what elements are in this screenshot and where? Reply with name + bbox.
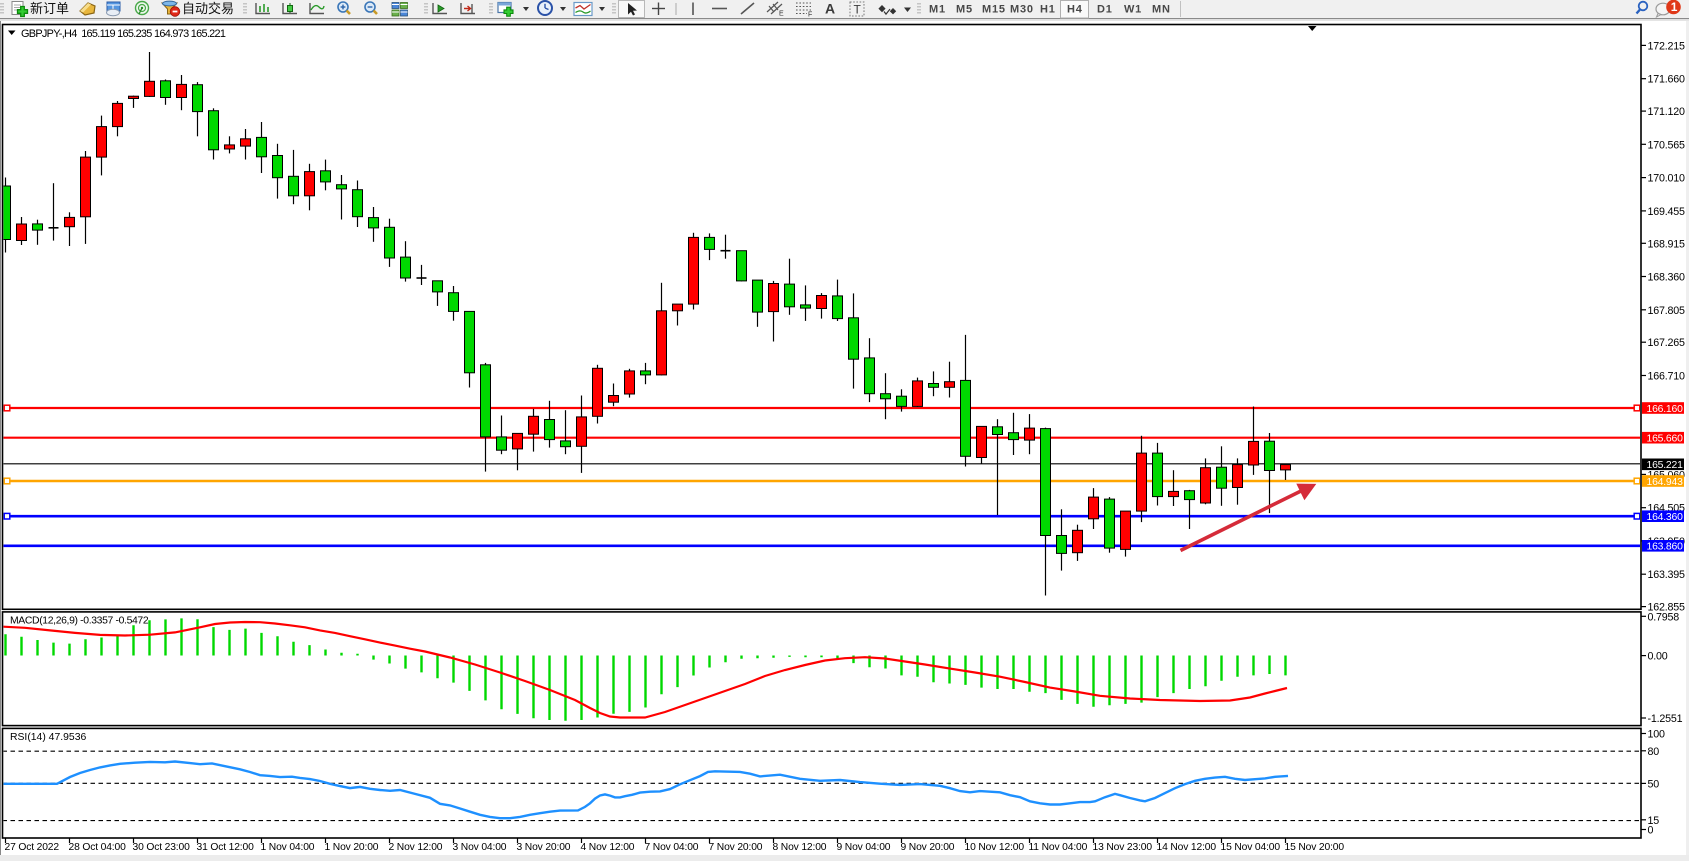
svg-text:A: A [825,1,835,17]
svg-text:F: F [808,12,812,19]
svg-text:-1.2551: -1.2551 [1648,713,1683,725]
svg-text:T: T [854,3,862,17]
svg-text:171.660: 171.660 [1648,74,1685,86]
svg-text:28 Oct 04:00: 28 Oct 04:00 [69,842,127,853]
svg-text:166.710: 166.710 [1648,371,1685,383]
svg-text:GBPJPY-,H4 165.119 165.235 16: GBPJPY-,H4 165.119 165.235 164.973 165.2… [21,28,226,40]
svg-text:166.160: 166.160 [1647,404,1684,415]
svg-text:31 Oct 12:00: 31 Oct 12:00 [197,842,255,853]
svg-text:167.265: 167.265 [1648,337,1685,349]
svg-text:100: 100 [1648,729,1665,741]
svg-text:1 Nov 04:00: 1 Nov 04:00 [261,842,315,853]
svg-text:3 Nov 04:00: 3 Nov 04:00 [453,842,507,853]
svg-text:11 Nov 04:00: 11 Nov 04:00 [1029,842,1088,853]
svg-text:0.00: 0.00 [1648,651,1668,663]
svg-text:D1: D1 [1097,4,1113,16]
svg-text:9 Nov 04:00: 9 Nov 04:00 [837,842,891,853]
svg-text:162.855: 162.855 [1648,602,1685,614]
svg-text:H4: H4 [1067,4,1083,16]
svg-text:H1: H1 [1040,4,1056,16]
svg-text:10 Nov 12:00: 10 Nov 12:00 [965,842,1025,853]
svg-text:165.660: 165.660 [1647,434,1684,445]
svg-text:172.215: 172.215 [1648,40,1685,52]
svg-text:169.455: 169.455 [1648,206,1685,218]
svg-text:M15: M15 [982,4,1006,16]
svg-text:168.915: 168.915 [1648,238,1685,250]
svg-text:自动交易: 自动交易 [182,1,234,16]
svg-text:MN: MN [1152,4,1171,16]
svg-text:M5: M5 [956,4,973,16]
svg-text:MACD(12,26,9) -0.3357 -0.5472: MACD(12,26,9) -0.3357 -0.5472 [10,616,149,627]
svg-text:新订单: 新订单 [30,1,69,16]
svg-text:15 Nov 20:00: 15 Nov 20:00 [1285,842,1345,853]
svg-text:80: 80 [1648,746,1660,758]
svg-text:4 Nov 12:00: 4 Nov 12:00 [581,842,635,853]
svg-text:2 Nov 12:00: 2 Nov 12:00 [389,842,443,853]
svg-text:15 Nov 04:00: 15 Nov 04:00 [1221,842,1281,853]
svg-text:170.010: 170.010 [1648,173,1685,185]
svg-text:9 Nov 20:00: 9 Nov 20:00 [901,842,955,853]
svg-text:W1: W1 [1124,4,1142,16]
svg-text:163.860: 163.860 [1647,542,1684,553]
svg-text:1 Nov 20:00: 1 Nov 20:00 [325,842,379,853]
svg-text:0.7958: 0.7958 [1648,611,1680,623]
svg-text:15: 15 [1648,815,1660,827]
svg-text:8 Nov 12:00: 8 Nov 12:00 [773,842,827,853]
svg-text:RSI(14) 47.9536: RSI(14) 47.9536 [10,732,86,743]
svg-text:7 Nov 04:00: 7 Nov 04:00 [645,842,699,853]
svg-text:0: 0 [1648,825,1654,837]
svg-text:13 Nov 23:00: 13 Nov 23:00 [1093,842,1153,853]
svg-text:164.360: 164.360 [1647,512,1684,523]
svg-text:168.360: 168.360 [1648,272,1685,284]
svg-text:30 Oct 23:00: 30 Oct 23:00 [133,842,191,853]
svg-text:164.943: 164.943 [1647,477,1684,488]
svg-text:1: 1 [1671,0,1678,14]
svg-text:27 Oct 2022: 27 Oct 2022 [5,842,60,853]
svg-text:E: E [779,11,784,18]
svg-text:3 Nov 20:00: 3 Nov 20:00 [517,842,571,853]
svg-text:7 Nov 20:00: 7 Nov 20:00 [709,842,763,853]
svg-text:M1: M1 [929,4,946,16]
svg-text:50: 50 [1648,778,1660,790]
svg-text:163.395: 163.395 [1648,569,1685,581]
svg-text:M30: M30 [1010,4,1034,16]
svg-text:165.221: 165.221 [1647,460,1684,471]
svg-text:14 Nov 12:00: 14 Nov 12:00 [1157,842,1217,853]
svg-text:171.120: 171.120 [1648,106,1685,118]
svg-text:167.805: 167.805 [1648,305,1685,317]
svg-text:170.565: 170.565 [1648,139,1685,151]
